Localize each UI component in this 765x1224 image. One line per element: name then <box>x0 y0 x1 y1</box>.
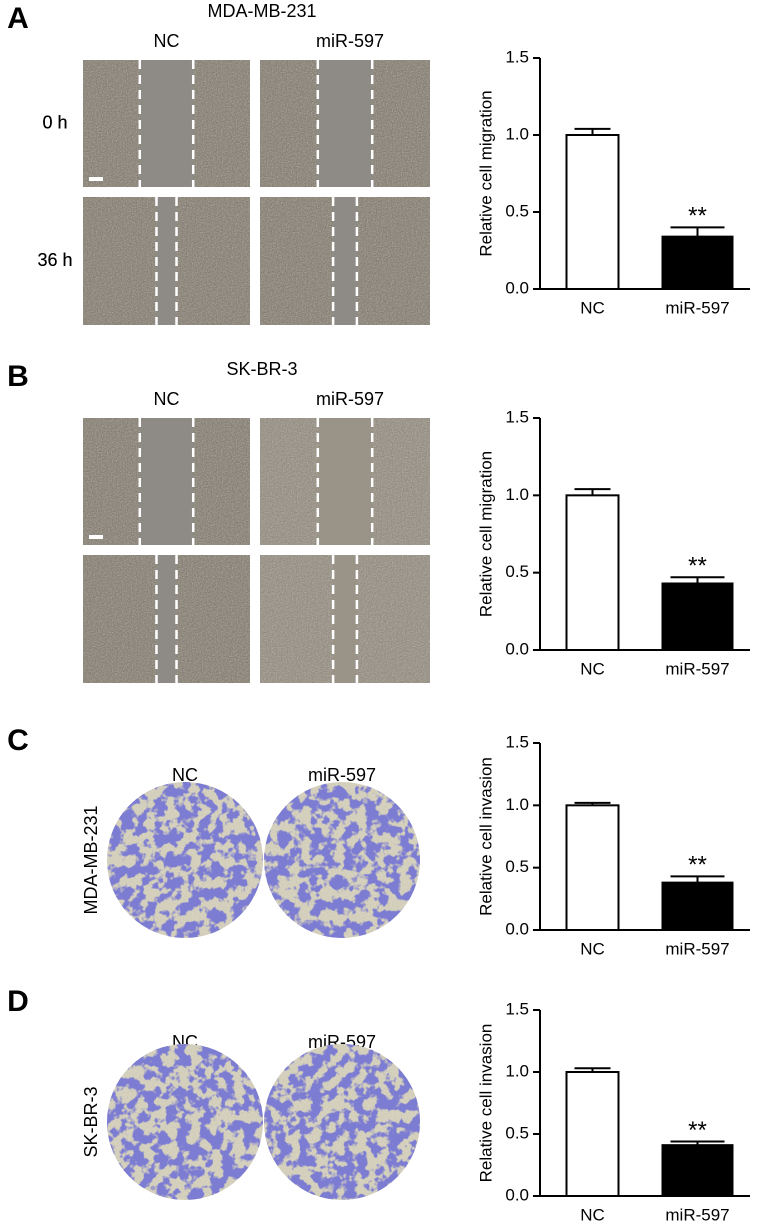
x-tick-label: NC <box>580 659 605 678</box>
row-label: 36 h <box>37 250 72 270</box>
wound-gap <box>333 197 357 325</box>
y-axis-label: Relative cell migration <box>476 451 495 617</box>
bar <box>565 494 620 652</box>
transwell-stain <box>107 782 263 938</box>
y-axis-label: Relative cell invasion <box>476 1024 495 1183</box>
transwell-stain <box>107 1044 263 1200</box>
wound-gap <box>156 197 177 325</box>
y-tick-label: 1.5 <box>505 407 529 426</box>
column-label: miR-597 <box>316 31 384 51</box>
row-label: 36 h <box>37 250 72 270</box>
y-tick-label: 1.0 <box>505 1061 529 1080</box>
x-tick-label: NC <box>580 298 605 317</box>
y-axis-label: Relative cell invasion <box>476 757 495 916</box>
y-tick-label: 0.0 <box>505 919 529 938</box>
wound-gap <box>317 60 373 187</box>
bar <box>565 1071 620 1197</box>
column-label: miR-597 <box>308 765 376 785</box>
bar <box>565 134 620 290</box>
column-label: NC <box>154 31 180 51</box>
x-tick-label: NC <box>580 939 605 958</box>
y-tick-label: 1.5 <box>505 999 529 1018</box>
y-tick-label: 0.0 <box>505 278 529 297</box>
panel-letter: C <box>7 724 29 757</box>
panel-title: MDA-MB-231 <box>207 1 316 21</box>
row-label: 0 h <box>42 112 67 132</box>
y-tick-label: 1.0 <box>505 124 529 143</box>
significance: ** <box>688 1117 707 1144</box>
column-label: miR-597 <box>316 389 384 409</box>
wound-gap <box>156 555 177 683</box>
wound-gap <box>333 555 357 683</box>
y-tick-label: 0.5 <box>505 1123 529 1142</box>
bar <box>661 1144 734 1198</box>
y-tick-label: 0.0 <box>505 639 529 658</box>
transwell-stain <box>264 782 420 938</box>
row-label: SK-BR-3 <box>81 1086 101 1157</box>
panel-letter: D <box>7 985 29 1018</box>
y-tick-label: 1.5 <box>505 732 529 751</box>
wound-gap <box>139 418 194 545</box>
column-label: NC <box>172 765 198 785</box>
panel-letter: A <box>7 2 29 35</box>
scale-bar <box>89 535 103 539</box>
column-label: NC <box>154 389 180 409</box>
y-tick-label: 0.0 <box>505 1185 529 1204</box>
panel-title: SK-BR-3 <box>226 359 297 379</box>
wound-gap <box>317 418 373 545</box>
y-tick-label: 1.0 <box>505 485 529 504</box>
wound-gap <box>139 60 194 187</box>
x-tick-label: NC <box>580 1205 605 1224</box>
y-tick-label: 0.5 <box>505 201 529 220</box>
significance: ** <box>688 203 707 230</box>
x-tick-label: miR-597 <box>665 659 729 678</box>
bar <box>661 582 734 652</box>
y-axis-label: Relative cell migration <box>476 90 495 256</box>
x-tick-label: miR-597 <box>665 298 729 317</box>
y-tick-label: 1.5 <box>505 47 529 66</box>
y-tick-label: 0.5 <box>505 857 529 876</box>
x-tick-label: miR-597 <box>665 1205 729 1224</box>
y-tick-label: 0.5 <box>505 562 529 581</box>
y-tick-label: 1.0 <box>505 795 529 814</box>
bar <box>565 804 620 931</box>
x-tick-label: miR-597 <box>665 939 729 958</box>
row-label: MDA-MB-231 <box>81 805 101 914</box>
significance: ** <box>688 553 707 580</box>
scale-bar <box>89 177 103 181</box>
bar <box>661 881 734 931</box>
transwell-stain <box>264 1044 420 1200</box>
panel-letter: B <box>7 360 29 393</box>
bar <box>661 235 734 290</box>
significance: ** <box>688 852 707 879</box>
row-label: 0 h <box>42 112 67 132</box>
